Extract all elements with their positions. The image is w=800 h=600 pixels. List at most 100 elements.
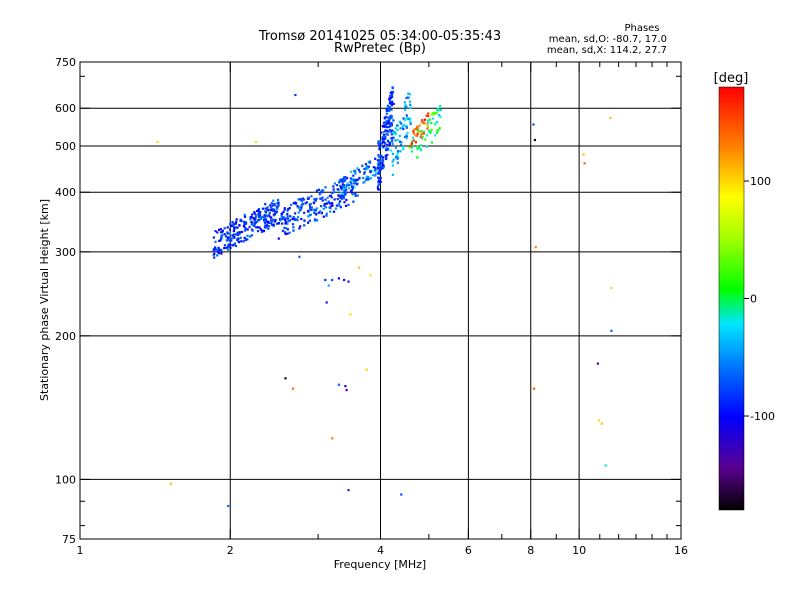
y-tick-label: 500 <box>55 140 76 153</box>
data-point <box>264 218 268 221</box>
data-point <box>532 123 535 126</box>
stats-heading: Phases <box>624 23 659 34</box>
data-point <box>332 188 335 191</box>
data-point <box>243 236 246 239</box>
data-point <box>309 208 312 211</box>
data-point <box>292 229 295 232</box>
data-point <box>231 221 234 224</box>
data-point <box>335 184 339 187</box>
data-point <box>386 126 389 129</box>
data-point <box>240 240 243 243</box>
data-point <box>388 125 391 129</box>
data-point <box>294 93 297 97</box>
data-point <box>609 116 612 119</box>
data-point <box>320 190 323 193</box>
data-point <box>259 210 262 214</box>
data-point <box>257 226 260 229</box>
data-point <box>390 116 393 119</box>
data-point <box>380 164 383 167</box>
data-point <box>352 179 355 182</box>
data-point <box>355 178 358 181</box>
data-point <box>405 134 408 137</box>
data-point <box>301 202 304 205</box>
data-point <box>244 222 248 225</box>
data-point <box>254 216 257 219</box>
data-point <box>294 218 297 221</box>
data-point <box>435 111 438 114</box>
data-point <box>322 215 325 218</box>
data-point <box>382 165 385 168</box>
data-point <box>364 163 367 166</box>
data-point <box>313 198 316 201</box>
data-point <box>314 218 317 221</box>
data-point <box>420 130 423 133</box>
data-point <box>254 140 257 144</box>
data-point <box>356 167 359 170</box>
data-point <box>418 124 421 127</box>
data-point <box>265 221 268 224</box>
data-point <box>363 172 366 175</box>
data-point <box>327 284 330 287</box>
data-point <box>405 116 409 119</box>
data-point <box>435 131 439 134</box>
data-point <box>437 107 440 110</box>
data-point <box>354 179 357 182</box>
data-point <box>392 136 395 139</box>
data-point <box>275 210 278 213</box>
colorbar-tick-label: 100 <box>750 175 771 188</box>
data-point <box>357 266 361 269</box>
data-point <box>369 171 372 174</box>
data-point <box>353 169 357 172</box>
data-point <box>387 108 390 111</box>
data-point <box>366 167 369 170</box>
data-point <box>382 159 385 162</box>
data-point <box>336 198 339 201</box>
data-point <box>353 180 356 184</box>
data-point <box>217 246 220 249</box>
data-point <box>408 117 411 121</box>
data-point <box>223 244 226 247</box>
data-point <box>248 225 251 229</box>
data-point <box>249 218 252 221</box>
data-point <box>286 215 289 218</box>
x-tick-label: 16 <box>674 544 688 557</box>
data-point <box>243 213 246 216</box>
data-point <box>358 170 361 173</box>
data-point <box>256 213 260 216</box>
y-tick-label: 75 <box>62 533 76 546</box>
data-point <box>409 120 412 123</box>
data-point <box>384 136 387 139</box>
y-tick-label: 100 <box>55 473 76 486</box>
data-point <box>214 247 217 250</box>
data-point <box>372 166 375 169</box>
data-point <box>388 128 391 132</box>
colorbar-tick-label: 0 <box>750 293 757 306</box>
data-point <box>288 207 291 210</box>
colorbar <box>718 86 745 511</box>
data-point <box>265 226 268 229</box>
x-tick-label: 10 <box>572 544 586 557</box>
data-point <box>303 219 306 222</box>
data-point <box>244 239 247 242</box>
data-point <box>243 215 247 218</box>
data-point <box>238 232 241 235</box>
data-point <box>219 228 222 231</box>
data-point <box>223 233 226 236</box>
data-point <box>337 383 340 386</box>
data-point <box>391 87 394 90</box>
data-point <box>412 139 415 142</box>
data-point <box>406 132 409 135</box>
data-point <box>303 211 306 214</box>
data-point <box>319 210 322 213</box>
data-point <box>286 232 289 235</box>
data-point <box>312 208 315 211</box>
data-point <box>243 223 246 226</box>
data-point <box>439 104 442 107</box>
data-point <box>292 216 295 219</box>
data-point <box>218 228 221 231</box>
data-point <box>315 207 318 210</box>
data-point <box>245 221 248 224</box>
data-point <box>413 128 416 131</box>
data-point <box>428 130 432 133</box>
data-point <box>283 208 286 211</box>
